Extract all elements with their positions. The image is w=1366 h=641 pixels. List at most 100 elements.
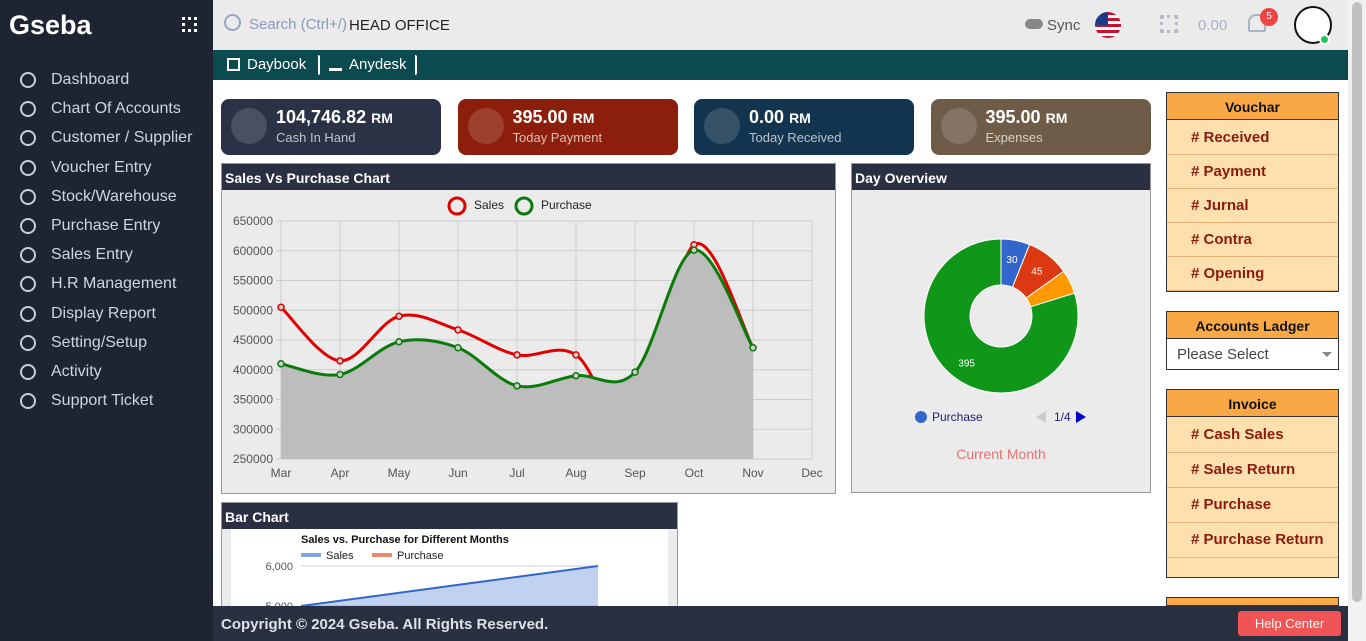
panel-item[interactable]: # Received	[1167, 121, 1338, 155]
legend-marker	[514, 196, 534, 216]
menu-label: Dashboard	[51, 71, 130, 88]
panel-item[interactable]: # Contra	[1167, 223, 1338, 257]
footer: Copyright © 2024 Gseba. All Rights Reser…	[213, 606, 1348, 641]
x-tick-label: Nov	[742, 466, 763, 480]
menu-item[interactable]: Display Report	[20, 303, 156, 325]
chart-subtitle: Sales vs. Purchase for Different Months	[301, 534, 509, 546]
balance: 0.00	[1198, 17, 1228, 34]
point	[572, 351, 580, 359]
search-placeholder[interactable]: Search (Ctrl+/)	[249, 16, 347, 33]
menu-item[interactable]: Dashboard	[20, 69, 129, 91]
menu-icon	[20, 305, 36, 322]
menu-item[interactable]: Setting/Setup	[20, 332, 147, 354]
point	[690, 246, 698, 254]
sync[interactable]: Sync	[1047, 17, 1081, 34]
menu-item[interactable]: Voucher Entry	[20, 157, 152, 179]
point	[277, 303, 285, 312]
menu-item[interactable]: Stock/Warehouse	[20, 186, 177, 208]
card-icon	[704, 108, 740, 144]
online-dot	[1319, 34, 1330, 45]
currency: RM	[789, 110, 811, 126]
point	[513, 351, 521, 359]
card-amount: 104,746.82 RM	[276, 107, 393, 128]
y-tick-label: 350000	[233, 393, 273, 407]
point	[277, 360, 285, 368]
menu-item[interactable]: Sales Entry	[20, 244, 133, 266]
stat-card[interactable]: 395.00 RM Expenses	[930, 99, 1151, 155]
help-button[interactable]: Help Center	[1238, 611, 1341, 636]
amount: 0.00	[749, 107, 785, 127]
panel-title: Bar Chart	[222, 503, 677, 529]
menu-label: Display Report	[51, 304, 156, 322]
apps-icon[interactable]	[1160, 15, 1178, 33]
stat-card[interactable]: 395.00 RM Today Payment	[457, 99, 678, 155]
point	[572, 371, 580, 380]
card-icon	[231, 108, 267, 144]
point	[749, 343, 757, 352]
menu-item[interactable]: Activity	[20, 361, 102, 383]
card-label: Today Payment	[512, 130, 603, 145]
search-icon	[224, 14, 241, 31]
panel-item[interactable]: # Cash Sales	[1167, 418, 1338, 453]
x-tick-label: Aug	[565, 466, 586, 480]
menu-item[interactable]: Support Ticket	[20, 390, 153, 412]
flag[interactable]	[1095, 12, 1121, 38]
quick-links: Daybook Anydesk	[213, 50, 1348, 80]
card-amount: 0.00 RM	[749, 107, 811, 128]
menu-icon	[20, 188, 36, 205]
panel-item[interactable]: # Payment	[1167, 155, 1338, 189]
x-tick-label: Oct	[685, 466, 704, 480]
menu-icon	[20, 334, 36, 351]
menu-item[interactable]: Purchase Entry	[20, 215, 160, 237]
x-tick-label: Dec	[801, 466, 822, 480]
menu-label: H.R Management	[51, 275, 177, 293]
card-label: Today Received	[749, 130, 842, 145]
menu-icon	[20, 364, 36, 380]
next-panel	[1166, 597, 1339, 606]
area	[281, 250, 753, 459]
menu-label: Support Ticket	[51, 392, 154, 410]
select[interactable]: Please Select	[1177, 346, 1269, 363]
panel-item[interactable]: # Opening	[1167, 257, 1338, 291]
slice-label: 395	[958, 359, 975, 370]
slice-label: 30	[1006, 255, 1018, 266]
panel-item[interactable]: # Jurnal	[1167, 189, 1338, 223]
stat-card[interactable]: 0.00 RM Today Received	[694, 99, 914, 155]
scrollbar[interactable]	[1348, 0, 1366, 641]
qr-icon[interactable]	[182, 17, 197, 32]
cloud-icon	[1025, 19, 1043, 29]
anydesk-link[interactable]: Anydesk	[349, 56, 407, 73]
panel-title: Invoice	[1167, 390, 1338, 417]
x-tick-label: Sep	[624, 466, 646, 480]
slice	[923, 238, 1079, 394]
x-tick-label: Jul	[509, 466, 524, 480]
panel-item[interactable]: # Purchase Return	[1167, 523, 1338, 558]
menu-item[interactable]: H.R Management	[20, 273, 176, 295]
panel-item[interactable]: # Sales Return	[1167, 453, 1338, 488]
stat-card[interactable]: 104,746.82 RM Cash In Hand	[221, 99, 441, 155]
y-tick-label: 550000	[233, 274, 273, 288]
menu-item[interactable]: Chart Of Accounts	[20, 98, 181, 120]
copyright: Copyright © 2024 Gseba. All Rights Reser…	[221, 616, 549, 633]
sidebar: Gseba Dashboard Chart Of Accounts Customer…	[0, 0, 213, 641]
card-amount: 395.00 RM	[986, 107, 1068, 128]
logo[interactable]: Gseba	[9, 10, 92, 40]
x-tick-label: Jun	[448, 466, 467, 480]
daybook-link[interactable]: Daybook	[247, 56, 307, 73]
prev-arrow	[1036, 411, 1046, 423]
x-tick-label: Mar	[271, 466, 292, 480]
menu-icon	[20, 72, 36, 88]
legend-swatch	[301, 553, 321, 557]
menu-item[interactable]: Customer / Supplier	[20, 127, 192, 149]
y-tick-label: 300000	[233, 422, 273, 436]
point	[336, 370, 344, 379]
point	[513, 382, 521, 390]
y-tick-label: 450000	[233, 333, 273, 347]
point	[395, 338, 403, 346]
menu-icon	[20, 247, 36, 264]
y-tick-label: 500000	[233, 303, 273, 317]
legend-label: Purchase	[932, 410, 983, 424]
panel-item[interactable]: # Purchase	[1167, 488, 1338, 523]
legend-label: Sales	[326, 550, 354, 562]
point	[631, 368, 639, 376]
